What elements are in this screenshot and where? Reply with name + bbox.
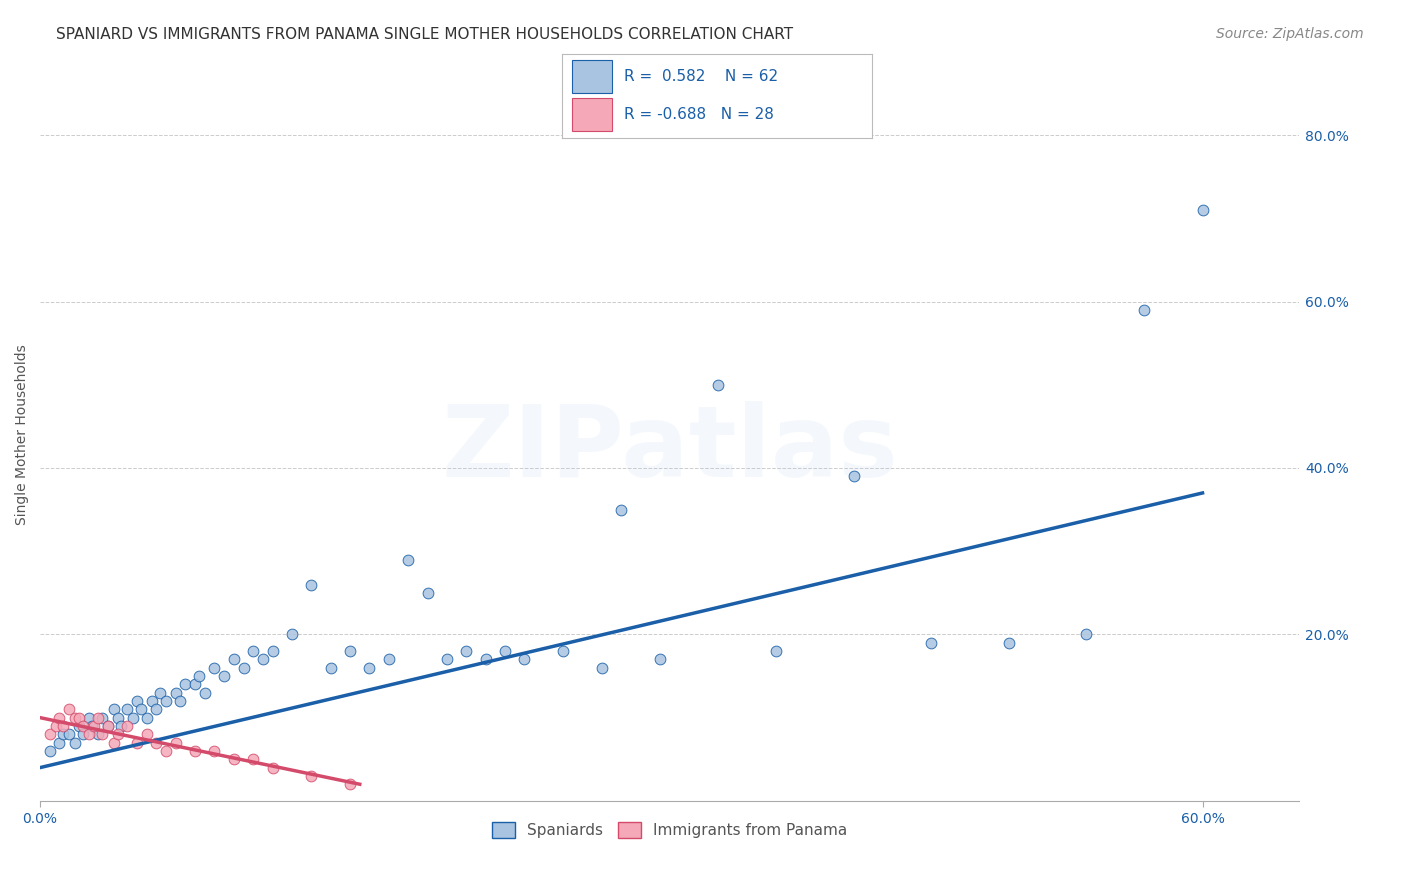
- Point: [262, 761, 284, 775]
- Point: [52, 719, 75, 733]
- Point: [165, 736, 187, 750]
- Point: [165, 686, 187, 700]
- Point: [204, 661, 226, 675]
- Point: [122, 711, 145, 725]
- Point: [38, 727, 60, 741]
- Point: [920, 636, 942, 650]
- Point: [87, 727, 110, 741]
- Point: [1133, 302, 1156, 317]
- Point: [67, 719, 90, 733]
- Point: [553, 644, 575, 658]
- Point: [117, 702, 139, 716]
- Point: [648, 652, 671, 666]
- Text: SPANIARD VS IMMIGRANTS FROM PANAMA SINGLE MOTHER HOUSEHOLDS CORRELATION CHART: SPANIARD VS IMMIGRANTS FROM PANAMA SINGL…: [56, 27, 793, 42]
- Point: [107, 727, 129, 741]
- Point: [72, 727, 94, 741]
- Point: [125, 694, 148, 708]
- Point: [842, 469, 865, 483]
- Point: [232, 661, 254, 675]
- Text: ZIPatlas: ZIPatlas: [441, 401, 898, 498]
- Point: [416, 586, 439, 600]
- Point: [77, 711, 100, 725]
- Point: [997, 636, 1019, 650]
- Point: [72, 719, 94, 733]
- Point: [436, 652, 458, 666]
- Point: [141, 694, 163, 708]
- Point: [299, 577, 322, 591]
- Point: [67, 711, 90, 725]
- Point: [169, 694, 191, 708]
- Point: [222, 752, 245, 766]
- Point: [474, 652, 496, 666]
- Bar: [572, 61, 612, 93]
- Point: [110, 719, 132, 733]
- Point: [125, 736, 148, 750]
- Point: [339, 644, 361, 658]
- Point: [63, 736, 86, 750]
- Point: [145, 736, 167, 750]
- Point: [117, 719, 139, 733]
- Point: [52, 727, 75, 741]
- Point: [82, 719, 104, 733]
- Point: [281, 627, 304, 641]
- Y-axis label: Single Mother Households: Single Mother Households: [15, 344, 30, 525]
- Point: [48, 711, 70, 725]
- Point: [456, 644, 478, 658]
- Text: R =  0.582    N = 62: R = 0.582 N = 62: [624, 69, 779, 84]
- Point: [252, 652, 274, 666]
- Point: [83, 719, 105, 733]
- Legend: Spaniards, Immigrants from Panama: Spaniards, Immigrants from Panama: [485, 816, 853, 845]
- Point: [58, 702, 80, 716]
- Point: [77, 727, 100, 741]
- Point: [194, 686, 217, 700]
- Point: [184, 744, 207, 758]
- Point: [135, 727, 157, 741]
- Point: [359, 661, 381, 675]
- Point: [87, 711, 110, 725]
- Text: Source: ZipAtlas.com: Source: ZipAtlas.com: [1216, 27, 1364, 41]
- Point: [262, 644, 284, 658]
- Point: [513, 652, 536, 666]
- Point: [591, 661, 613, 675]
- Point: [1191, 202, 1213, 217]
- Point: [188, 669, 211, 683]
- Point: [494, 644, 516, 658]
- Point: [135, 711, 157, 725]
- Point: [155, 744, 177, 758]
- Point: [129, 702, 152, 716]
- Point: [97, 719, 120, 733]
- Point: [765, 644, 787, 658]
- Point: [299, 769, 322, 783]
- Point: [38, 744, 60, 758]
- Point: [63, 711, 86, 725]
- Point: [184, 677, 207, 691]
- Point: [91, 711, 114, 725]
- Point: [145, 702, 167, 716]
- Point: [222, 652, 245, 666]
- Point: [103, 702, 125, 716]
- Point: [610, 502, 633, 516]
- Bar: [572, 98, 612, 130]
- Point: [174, 677, 197, 691]
- Point: [58, 727, 80, 741]
- Point: [339, 777, 361, 791]
- Point: [91, 727, 114, 741]
- Point: [378, 652, 401, 666]
- Point: [242, 644, 264, 658]
- Point: [242, 752, 264, 766]
- Point: [107, 711, 129, 725]
- Point: [707, 377, 730, 392]
- Point: [319, 661, 342, 675]
- Point: [212, 669, 235, 683]
- Point: [396, 552, 419, 566]
- Point: [103, 736, 125, 750]
- Point: [155, 694, 177, 708]
- Point: [204, 744, 226, 758]
- Point: [97, 719, 120, 733]
- Point: [48, 736, 70, 750]
- Point: [45, 719, 67, 733]
- Point: [1076, 627, 1098, 641]
- Point: [149, 686, 172, 700]
- Text: R = -0.688   N = 28: R = -0.688 N = 28: [624, 107, 775, 122]
